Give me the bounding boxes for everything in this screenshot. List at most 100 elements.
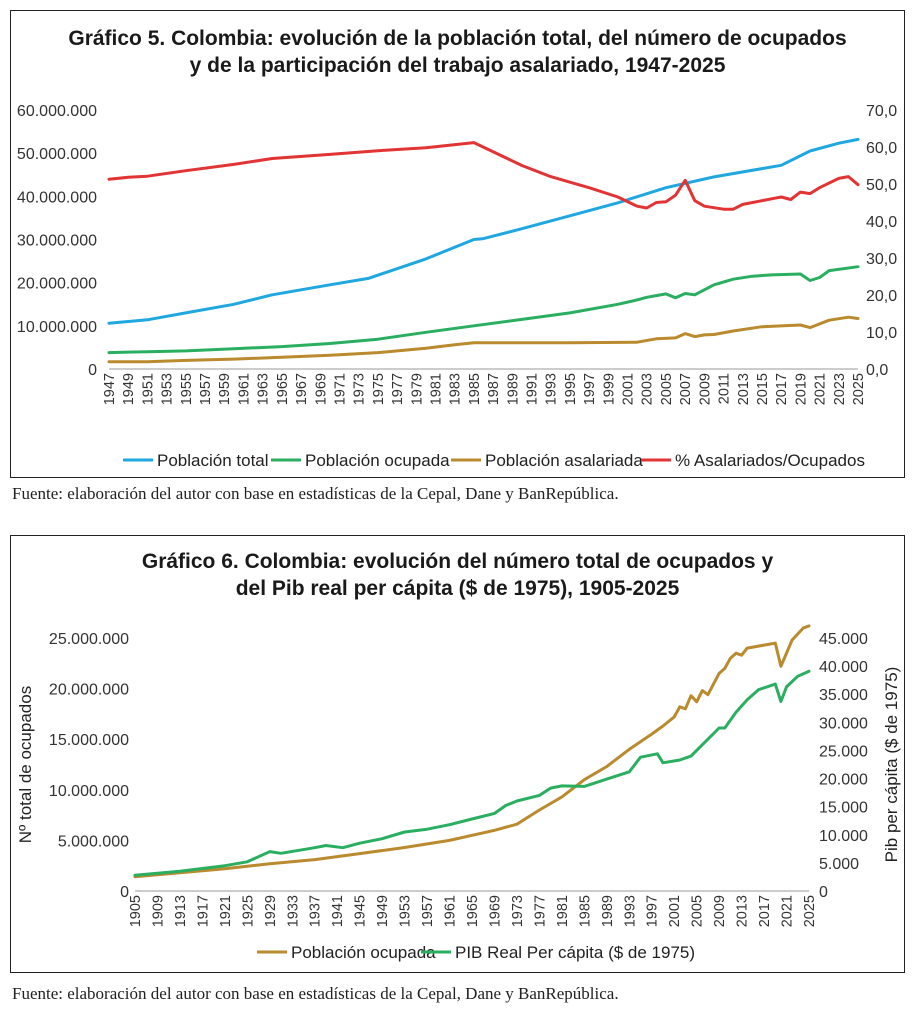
x-tick-label: 1917 xyxy=(195,895,211,927)
y-tick-label: 0 xyxy=(120,884,129,901)
y2-tick-label: 20.000 xyxy=(819,772,868,789)
x-tick-label: 1905 xyxy=(128,895,144,927)
x-tick-label: 2023 xyxy=(832,373,848,405)
y2-tick-label: 45.000 xyxy=(819,631,868,648)
y-tick-label: 0 xyxy=(88,362,97,379)
chart-title-line-1: Gráfico 5. Colombia: evolución de la pob… xyxy=(68,27,847,50)
x-tick-label: 2011 xyxy=(717,373,733,404)
x-tick-label: 1959 xyxy=(217,373,233,405)
y-tick-label: 60.000.000 xyxy=(17,103,97,120)
x-tick-label: 2013 xyxy=(736,373,752,405)
y2-tick-label: 25.000 xyxy=(819,743,868,760)
x-tick-label: 1995 xyxy=(563,373,579,405)
x-tick-label: 1953 xyxy=(398,895,414,927)
x-tick-label: 2001 xyxy=(621,373,637,405)
x-tick-label: 2019 xyxy=(793,373,809,405)
legend-label: Población ocupada xyxy=(305,451,450,470)
x-tick-label: 1985 xyxy=(467,373,483,405)
x-tick-label: 2015 xyxy=(755,373,771,405)
legend-label: Población ocupada xyxy=(291,943,436,962)
chart-title-line-2: del Pib real per cápita ($ de 1975), 190… xyxy=(235,577,680,600)
series-line xyxy=(107,315,860,364)
x-tick-label: 1991 xyxy=(525,373,541,405)
x-tick-label: 1949 xyxy=(375,895,391,927)
x-tick-label: 1975 xyxy=(371,373,387,405)
chart-panel-employment-gdp: Gráfico 6. Colombia: evolución del númer… xyxy=(10,535,905,973)
y2-tick-label: 0,0 xyxy=(866,362,888,379)
x-tick-label: 1951 xyxy=(140,373,156,405)
legend-label: Población total xyxy=(157,451,269,470)
x-tick-label: 2017 xyxy=(757,895,773,927)
x-tick-label: 1987 xyxy=(486,373,502,405)
x-tick-label: 1929 xyxy=(263,895,279,927)
x-tick-label: 2021 xyxy=(813,373,829,405)
x-tick-label: 1985 xyxy=(577,895,593,927)
series-line xyxy=(133,669,811,877)
x-tick-label: 1925 xyxy=(240,895,256,927)
x-tick-label: 1965 xyxy=(465,895,481,927)
x-tick-label: 1963 xyxy=(256,373,272,405)
x-tick-label: 1933 xyxy=(285,895,301,927)
chart-plot-employment-gdp: 0 5.000.000 10.000.000 15.000.000 20.000.000… xyxy=(16,624,901,962)
series-line xyxy=(107,265,860,355)
x-tick-label: 2009 xyxy=(697,373,713,405)
y2-tick-label: 40.000 xyxy=(819,659,868,676)
y2-tick-label: 0 xyxy=(819,884,828,901)
x-tick-label: 1955 xyxy=(179,373,195,405)
x-tick-label: 1981 xyxy=(428,373,444,405)
x-tick-label: 1983 xyxy=(448,373,464,405)
chart-panel-population: Gráfico 5. Colombia: evolución de la pob… xyxy=(10,10,905,478)
x-tick-label: 1993 xyxy=(622,895,638,927)
y-tick-label: 25.000.000 xyxy=(49,631,129,648)
x-tick-label: 1969 xyxy=(313,373,329,405)
x-tick-label: 2009 xyxy=(712,895,728,927)
y-tick-label: 20.000.000 xyxy=(17,276,97,293)
x-tick-label: 1945 xyxy=(353,895,369,927)
x-tick-label: 2025 xyxy=(851,373,867,405)
x-tick-label: 1961 xyxy=(236,373,252,405)
x-tick-label: 1957 xyxy=(420,895,436,927)
legend-label: Población asalariada xyxy=(485,451,643,470)
x-tick-label: 1993 xyxy=(544,373,560,405)
y2-tick-label: 10,0 xyxy=(866,325,897,342)
x-tick-label: 1941 xyxy=(330,895,346,927)
x-tick-label: 2005 xyxy=(659,373,675,405)
x-tick-label: 1967 xyxy=(294,373,310,405)
x-tick-label: 1981 xyxy=(555,895,571,927)
x-tick-label: 2013 xyxy=(735,895,751,927)
x-tick-label: 1973 xyxy=(510,895,526,927)
x-tick-label: 1977 xyxy=(390,373,406,405)
y-axis-title: Nº total de ocupados xyxy=(16,686,35,843)
x-tick-label: 2021 xyxy=(780,895,796,927)
x-tick-label: 1957 xyxy=(198,373,214,405)
x-tick-label: 1971 xyxy=(332,373,348,405)
y-tick-label: 50.000.000 xyxy=(17,146,97,163)
x-tick-label: 1953 xyxy=(160,373,176,405)
series-line xyxy=(107,141,860,211)
x-tick-label: 1997 xyxy=(645,895,661,927)
x-tick-label: 2025 xyxy=(802,895,818,927)
x-tick-label: 1909 xyxy=(150,895,166,927)
x-tick-label: 1913 xyxy=(173,895,189,927)
x-tick-label: 1965 xyxy=(275,373,291,405)
y2-tick-label: 15.000 xyxy=(819,800,868,817)
x-tick-label: 2001 xyxy=(667,895,683,927)
y2-tick-label: 5.000 xyxy=(819,856,859,873)
x-tick-label: 1947 xyxy=(102,373,118,405)
source-note: Fuente: elaboración del autor con base e… xyxy=(12,984,619,1003)
y-tick-label: 5.000.000 xyxy=(58,833,129,850)
y2-tick-label: 50,0 xyxy=(866,177,897,194)
y2-tick-label: 35.000 xyxy=(819,687,868,704)
series-line xyxy=(133,624,811,879)
x-tick-label: 1977 xyxy=(532,895,548,927)
x-tick-label: 1973 xyxy=(352,373,368,405)
y2-axis-title: Pib per cápita ($ de 1975) xyxy=(882,667,901,863)
x-tick-label: 1997 xyxy=(582,373,598,405)
y-tick-label: 10.000.000 xyxy=(17,319,97,336)
y2-tick-label: 30.000 xyxy=(819,715,868,732)
y-tick-label: 20.000.000 xyxy=(49,682,129,699)
x-tick-label: 1989 xyxy=(505,373,521,405)
x-tick-label: 2003 xyxy=(640,373,656,405)
x-tick-label: 1979 xyxy=(409,373,425,405)
x-tick-label: 1969 xyxy=(487,895,503,927)
